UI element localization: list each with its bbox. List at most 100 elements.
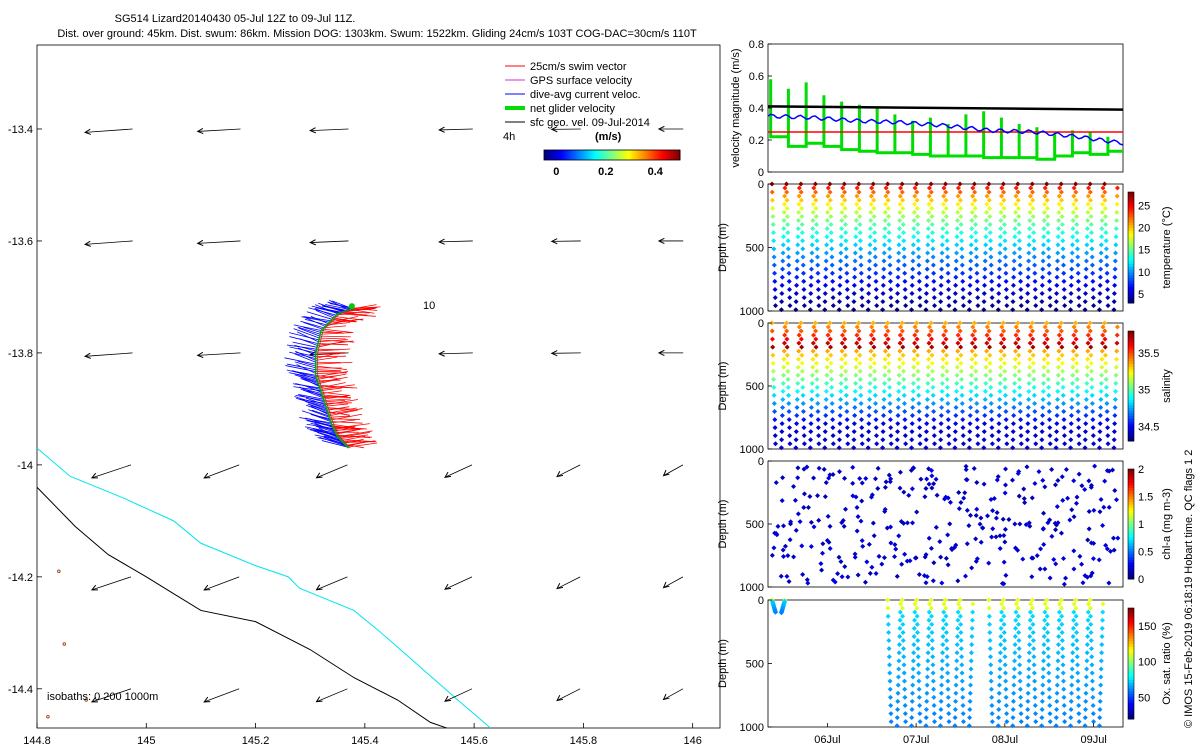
temperature-data-point xyxy=(780,266,786,272)
oxygen-data-point xyxy=(1017,686,1023,692)
dac-vector xyxy=(323,436,346,446)
temperature-data-point xyxy=(989,295,995,301)
salinity-data-point xyxy=(816,441,822,447)
chla-data-point xyxy=(1086,509,1092,515)
salinity-data-point xyxy=(851,421,857,427)
chla-data-point xyxy=(1060,497,1066,503)
salinity-data-point xyxy=(969,340,975,346)
salinity-data-point xyxy=(1100,332,1106,338)
geo-velocity-vector xyxy=(90,464,132,479)
temperature-data-point xyxy=(1033,303,1039,309)
temperature-data-point xyxy=(970,185,976,191)
oxygen-data-point xyxy=(894,723,900,729)
temperature-data-point xyxy=(1112,266,1118,272)
temperature-data-point xyxy=(799,213,805,219)
salinity-data-point xyxy=(881,413,887,419)
map-colorbar-cell xyxy=(559,150,563,160)
temperature-data-point xyxy=(940,226,946,232)
salinity-data-point xyxy=(1090,417,1096,423)
salinity-data-point xyxy=(873,433,879,439)
salinity-data-point xyxy=(1012,372,1018,378)
salinity-data-point xyxy=(995,445,1001,451)
salinity-data-point xyxy=(796,332,802,338)
temperature-data-point xyxy=(772,270,778,276)
temperature-data-point xyxy=(1010,282,1016,288)
oxygen-data-point xyxy=(1099,642,1105,648)
chla-colorbar-cell xyxy=(1128,507,1134,511)
temperature-data-point xyxy=(881,274,887,280)
temperature-data-point xyxy=(1061,278,1067,284)
temperature-data-point xyxy=(885,181,891,187)
temperature-data-point xyxy=(943,181,948,187)
temperature-data-point xyxy=(984,193,990,199)
temperature-colorbar-cell xyxy=(1128,297,1134,301)
temperature-data-point xyxy=(984,185,990,191)
temperature-data-point xyxy=(943,205,949,211)
dac-vector xyxy=(300,376,319,385)
chla-data-point xyxy=(819,567,825,573)
salinity-data-point xyxy=(895,396,901,402)
temperature-data-point xyxy=(1068,274,1074,280)
salinity-data-point xyxy=(770,344,776,350)
chla-data-point xyxy=(934,492,940,498)
temperature-data-point xyxy=(778,307,784,313)
velocity-y-tick-label: 0.4 xyxy=(749,103,764,115)
salinity-colorbar-cell xyxy=(1128,432,1134,436)
salinity-data-point xyxy=(914,344,920,350)
oxygen-data-point xyxy=(944,646,950,652)
temperature-data-point xyxy=(972,197,978,203)
salinity-data-point xyxy=(1044,336,1050,342)
temperature-data-point xyxy=(1070,234,1076,240)
chla-data-point xyxy=(824,537,830,543)
salinity-data-point xyxy=(844,425,850,431)
salinity-data-point xyxy=(1088,360,1094,366)
map-colorbar-cell xyxy=(553,150,556,160)
chla-data-point xyxy=(1058,530,1064,536)
temperature-data-point xyxy=(1114,201,1120,207)
temperature-data-point xyxy=(1112,258,1118,264)
chla-data-point xyxy=(1023,522,1029,528)
salinity-data-point xyxy=(843,376,849,382)
salinity-data-point xyxy=(778,445,784,451)
temperature-data-point xyxy=(1070,209,1076,215)
salinity-data-point xyxy=(953,405,959,411)
chla-data-point xyxy=(784,573,790,579)
chla-data-point xyxy=(858,518,864,524)
salinity-data-point xyxy=(843,392,849,398)
temperature-data-point xyxy=(1046,246,1052,252)
oxygen-data-point xyxy=(901,662,907,668)
oxygen-data-point xyxy=(955,617,961,623)
oxygen-data-point xyxy=(954,642,960,648)
chla-data-point xyxy=(1042,484,1048,490)
salinity-data-point xyxy=(943,344,949,350)
oxygen-data-point xyxy=(1097,707,1103,713)
geo-velocity-vector xyxy=(196,127,241,135)
dac-vector xyxy=(284,357,316,365)
temperature-data-point xyxy=(880,282,886,288)
temperature-data-point xyxy=(1002,246,1008,252)
salinity-data-point xyxy=(973,368,979,374)
temperature-data-point xyxy=(838,242,844,248)
salinity-data-point xyxy=(887,384,893,390)
salinity-data-point xyxy=(981,437,987,443)
temperature-data-point xyxy=(1046,270,1052,276)
salinity-data-point xyxy=(880,437,886,443)
swim-vector xyxy=(316,341,344,348)
salinity-data-point xyxy=(781,348,787,354)
salinity-data-point xyxy=(1012,356,1018,362)
salinity-data-point xyxy=(772,425,778,431)
chla-data-point xyxy=(1085,537,1091,543)
geo-velocity-vector xyxy=(438,126,473,133)
map-y-tick-label: -13.8 xyxy=(8,348,33,360)
temperature-data-point xyxy=(822,299,828,305)
salinity-data-point xyxy=(1089,376,1095,382)
chla-data-point xyxy=(894,573,900,579)
temperature-data-point xyxy=(1015,197,1021,203)
salinity-data-point xyxy=(1024,437,1030,443)
temperature-data-point xyxy=(830,278,836,284)
temperature-data-point xyxy=(924,274,930,280)
temperature-data-point xyxy=(1056,193,1062,199)
salinity-data-point xyxy=(1031,392,1037,398)
oxygen-data-point xyxy=(886,638,892,644)
chla-data-point xyxy=(883,479,889,485)
